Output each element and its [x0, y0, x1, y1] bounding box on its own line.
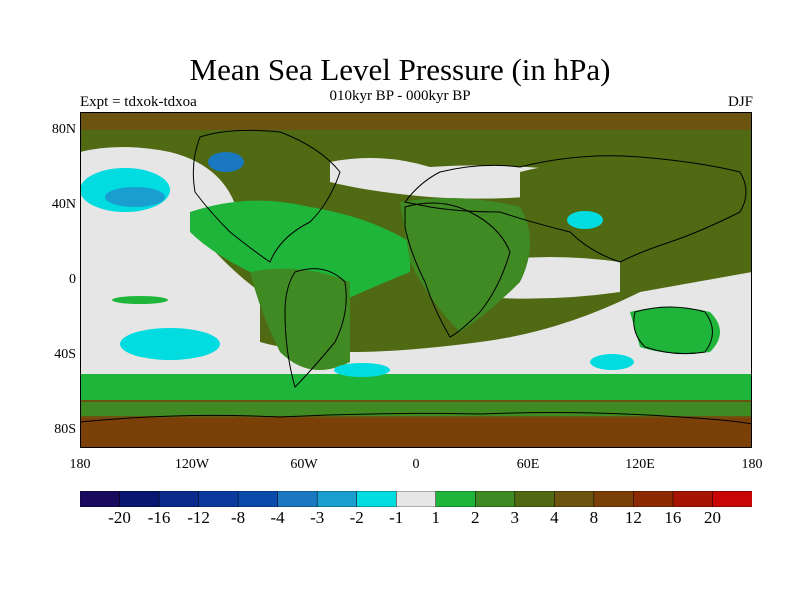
anomaly-tibet-cyan: [567, 211, 603, 229]
region-southern-neutral: [80, 154, 752, 374]
colorbar-swatch: [277, 491, 318, 507]
pressure-map: [80, 112, 752, 448]
colorbar-swatch: [672, 491, 714, 507]
region-antarctic-dark: [80, 418, 752, 448]
colorbar-label: -1: [389, 508, 404, 527]
ytick-80s: 80S: [54, 422, 76, 437]
xtick-180-left: 180: [69, 457, 91, 472]
colorbar-swatch: [198, 491, 239, 507]
colorbar-label: -4: [270, 508, 285, 527]
coast-australia: [633, 306, 713, 355]
ytick-80n: 80N: [51, 122, 76, 137]
experiment-label: Expt = tdxok-tdxoa: [80, 94, 197, 110]
colorbar-label: 8: [589, 508, 599, 527]
colorbar-label: -3: [310, 508, 325, 527]
map-title: Mean Sea Level Pressure (in hPa): [189, 52, 611, 87]
colorbar-swatch: [237, 491, 279, 507]
coastlines: [80, 129, 752, 425]
colorbar-swatch: [356, 491, 397, 507]
colorbar-swatch: [554, 491, 595, 507]
colorbar-label: -12: [187, 508, 210, 527]
coast-north-america: [192, 129, 341, 263]
colorbar-swatch: [712, 491, 752, 507]
region-arctic-brown: [80, 112, 752, 130]
coast-eurasia: [404, 155, 747, 263]
colorbar-label: 1: [431, 508, 441, 527]
region-americas-green: [190, 200, 410, 312]
xtick-120e: 120E: [625, 457, 655, 472]
region-north-atlantic-neutral: [330, 158, 580, 199]
region-south-america-mid: [250, 268, 350, 370]
xtick-0: 0: [412, 457, 420, 472]
coast-south-america: [284, 268, 347, 388]
anomaly-small-green: [112, 296, 168, 304]
colorbar-swatch: [593, 491, 635, 507]
colorbar-label: 16: [664, 508, 682, 527]
colorbar: [80, 491, 752, 507]
region-southern-ocean-green: [80, 374, 752, 400]
coast-africa: [404, 202, 511, 338]
anomaly-south-atlantic-cyan: [334, 363, 390, 377]
xtick-120w: 120W: [174, 457, 210, 472]
colorbar-label: 4: [550, 508, 559, 527]
colorbar-label: 3: [510, 508, 520, 527]
anomaly-north-pacific-blue: [105, 187, 165, 207]
colorbar-label: -20: [108, 508, 131, 527]
colorbar-swatch: [316, 491, 358, 507]
ytick-40n: 40N: [51, 197, 76, 212]
colorbar-label: -2: [349, 508, 364, 527]
xtick-60w: 60W: [290, 457, 318, 472]
colorbar-swatch: [475, 491, 516, 507]
colorbar-swatch: [80, 491, 121, 507]
colorbar-label: -16: [147, 508, 171, 527]
xtick-180-right: 180: [741, 457, 763, 472]
xtick-60e: 60E: [516, 457, 540, 472]
season-label: DJF: [727, 94, 753, 110]
colorbar-swatch: [514, 491, 556, 507]
colorbar-label: 12: [624, 508, 642, 527]
ytick-40s: 40S: [54, 347, 76, 362]
colorbar-swatch: [119, 491, 160, 507]
map-border: [80, 112, 752, 448]
ytick-0: 0: [69, 272, 76, 287]
anomaly-south-pacific-cyan: [120, 328, 220, 360]
region-australia-green: [630, 307, 720, 354]
anomaly-canada-blue: [208, 152, 244, 172]
map-subtitle: 010kyr BP - 000kyr BP: [329, 88, 471, 104]
colorbar-swatch: [158, 491, 200, 507]
colorbar-label: -8: [231, 508, 246, 527]
anomaly-south-indian-cyan: [590, 354, 634, 370]
colorbar-swatch: [395, 491, 437, 507]
colorbar-swatch: [435, 491, 477, 507]
colorbar-swatch: [633, 491, 674, 507]
colorbar-label: 20: [704, 508, 721, 527]
region-asia-olive: [520, 158, 752, 257]
coast-antarctica: [80, 412, 752, 425]
colorbar-label: 2: [471, 508, 480, 527]
